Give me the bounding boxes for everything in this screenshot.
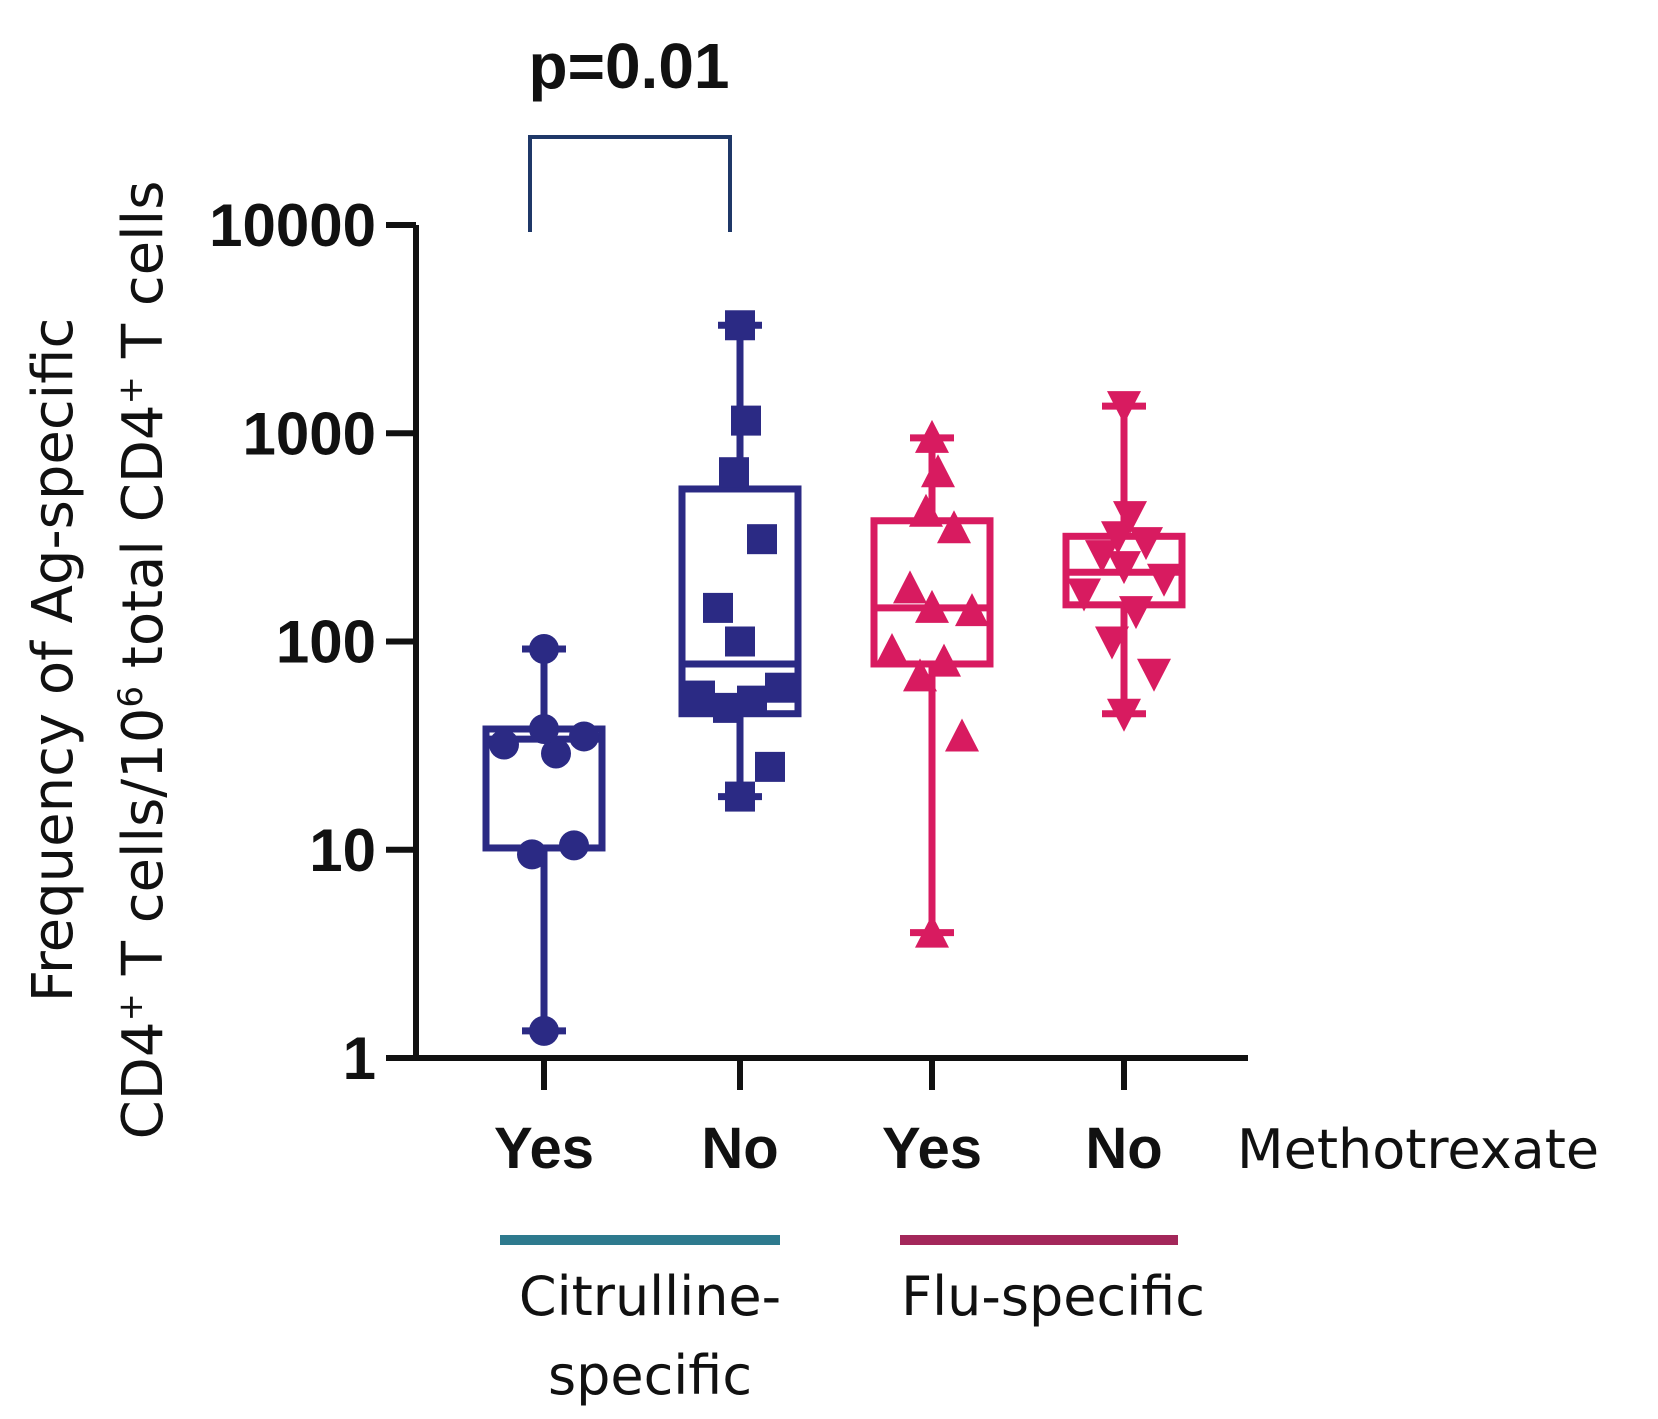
ylabel-part-b: T cells/10 — [111, 708, 176, 993]
box-group — [482, 634, 606, 1046]
specificity-label-line2: specific — [548, 1344, 752, 1407]
data-point — [1119, 596, 1153, 630]
data-point — [955, 593, 989, 627]
data-point — [489, 729, 519, 760]
x-tick-label: Yes — [882, 1116, 982, 1181]
y-tick-label: 1000 — [243, 400, 376, 467]
data-point — [517, 839, 547, 870]
data-point — [915, 914, 949, 948]
x-tick-label: No — [701, 1116, 778, 1181]
y-axis-title-line2: CD4+ T cells/106 total CD4+ T cells — [111, 181, 176, 1140]
data-point — [703, 592, 733, 623]
x-tick-label: No — [1085, 1116, 1162, 1181]
x-tick-label: Yes — [494, 1116, 594, 1181]
ylabel-part-d: T cells — [111, 181, 176, 376]
y-axis-title-line1: Frequency of Ag-specific — [21, 318, 86, 1003]
data-point — [1147, 563, 1181, 597]
factor-label: Methotrexate — [1237, 1118, 1599, 1181]
box-group — [678, 310, 802, 812]
data-point — [909, 493, 943, 527]
data-point — [875, 633, 909, 667]
specificity-label-line1: Citrulline- — [519, 1265, 781, 1328]
ylabel-sup-c: + — [111, 376, 151, 405]
data-point — [915, 589, 949, 623]
data-point — [725, 310, 755, 341]
y-tick-label: 1 — [343, 1025, 376, 1092]
data-point — [1107, 391, 1141, 425]
ylabel-sup-a: + — [111, 993, 151, 1022]
y-tick-label: 10000 — [209, 192, 376, 259]
data-point — [725, 781, 755, 812]
specificity-legend: Citrulline-specific Flu-specific — [500, 1235, 1205, 1407]
specificity-label-line1: Flu-specific — [901, 1265, 1205, 1328]
ylabel-sup-b: 6 — [111, 686, 151, 708]
ylabel-part-a: CD4 — [111, 1022, 176, 1140]
data-point — [921, 454, 955, 488]
data-point — [1107, 551, 1141, 585]
data-point — [529, 714, 559, 745]
data-point — [685, 680, 715, 711]
significance-annotation: p=0.01 — [528, 30, 732, 232]
data-point — [903, 658, 937, 692]
y-tick-label: 100 — [276, 609, 376, 676]
data-point — [1137, 658, 1171, 692]
p-value-label: p=0.01 — [528, 30, 729, 102]
y-axis-ticks: 1 10 100 1000 10000 — [209, 192, 416, 1092]
box-group — [870, 419, 994, 948]
data-point — [731, 405, 761, 436]
data-point — [1095, 626, 1129, 660]
data-point — [927, 643, 961, 677]
data-point — [765, 672, 795, 703]
data-point — [937, 510, 971, 544]
x-axis-ticks: Yes No Yes No — [494, 1058, 1163, 1181]
data-point — [559, 830, 589, 861]
box-series — [482, 310, 1186, 1046]
data-point — [1101, 521, 1135, 555]
data-point — [747, 524, 777, 555]
data-point — [541, 738, 571, 769]
data-point — [915, 419, 949, 453]
y-tick-label: 10 — [309, 817, 376, 884]
data-point — [719, 457, 749, 488]
data-point — [1085, 540, 1119, 574]
data-point — [725, 626, 755, 657]
data-point — [893, 570, 927, 604]
data-point — [1067, 578, 1101, 612]
data-point — [569, 721, 599, 752]
y-axis-title: Frequency of Ag-specific CD4+ T cells/10… — [21, 181, 176, 1140]
data-point — [529, 634, 559, 665]
data-point — [529, 1015, 559, 1046]
ylabel-part-c: total CD4 — [111, 404, 176, 686]
data-point — [1107, 698, 1141, 732]
significance-bracket — [528, 135, 732, 232]
data-point — [737, 685, 767, 716]
data-point — [755, 751, 785, 782]
box-group — [1062, 391, 1186, 732]
data-point — [1129, 527, 1163, 561]
data-point — [1113, 501, 1147, 535]
data-point — [945, 718, 979, 752]
